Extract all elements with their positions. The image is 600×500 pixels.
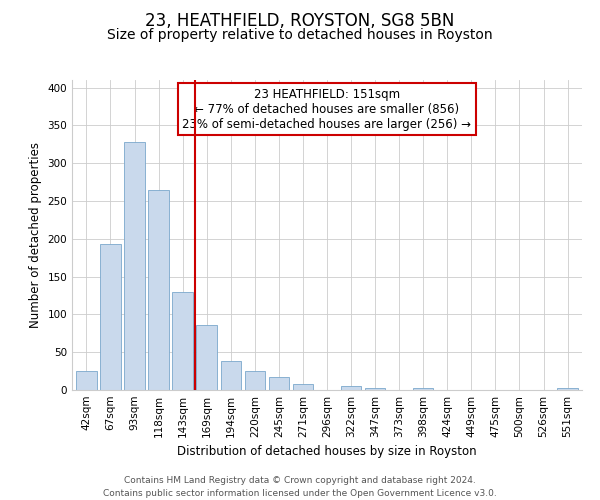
Bar	[413, 388, 433, 390]
Text: Size of property relative to detached houses in Royston: Size of property relative to detached ho…	[107, 28, 493, 42]
Bar	[293, 384, 313, 390]
Bar	[172, 292, 193, 390]
Bar	[269, 377, 289, 390]
Bar	[341, 386, 361, 390]
Bar	[76, 371, 97, 390]
Bar	[148, 190, 169, 390]
Bar	[557, 388, 578, 390]
Bar	[124, 142, 145, 390]
Text: 23, HEATHFIELD, ROYSTON, SG8 5BN: 23, HEATHFIELD, ROYSTON, SG8 5BN	[145, 12, 455, 30]
Text: 23 HEATHFIELD: 151sqm
← 77% of detached houses are smaller (856)
23% of semi-det: 23 HEATHFIELD: 151sqm ← 77% of detached …	[182, 88, 472, 130]
Bar	[100, 244, 121, 390]
Bar	[245, 371, 265, 390]
X-axis label: Distribution of detached houses by size in Royston: Distribution of detached houses by size …	[177, 446, 477, 458]
Bar	[221, 362, 241, 390]
Bar	[196, 325, 217, 390]
Y-axis label: Number of detached properties: Number of detached properties	[29, 142, 42, 328]
Bar	[365, 388, 385, 390]
Text: Contains HM Land Registry data © Crown copyright and database right 2024.
Contai: Contains HM Land Registry data © Crown c…	[103, 476, 497, 498]
